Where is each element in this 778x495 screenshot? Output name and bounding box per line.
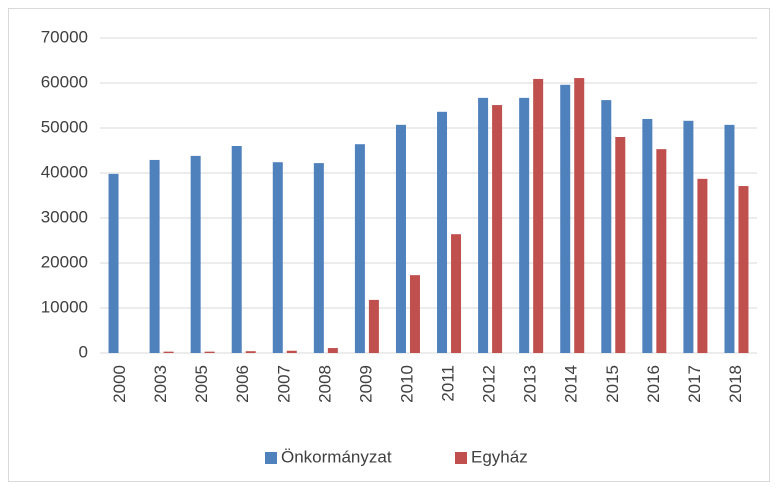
bar: [683, 120, 694, 353]
y-tick-label: 40000: [41, 162, 88, 181]
x-tick-label: 2003: [151, 365, 170, 403]
bar: [204, 351, 215, 353]
bar: [354, 144, 365, 353]
x-tick-label: 2006: [233, 365, 252, 403]
y-tick-label: 10000: [41, 297, 88, 316]
bar: [327, 348, 338, 353]
bar: [286, 350, 297, 353]
bar: [437, 111, 448, 353]
bar: [574, 78, 585, 354]
bar: [642, 119, 653, 353]
y-tick-label: 0: [79, 342, 88, 361]
bar: [656, 149, 667, 353]
x-tick-label: 2007: [274, 365, 293, 403]
legend-swatch: [265, 452, 277, 464]
legend-swatch: [455, 452, 467, 464]
bar: [395, 124, 406, 353]
x-tick-label: 2013: [521, 365, 540, 403]
y-tick-label: 70000: [41, 27, 88, 46]
x-tick-label: 2008: [315, 365, 334, 403]
bar: [149, 159, 160, 353]
bar: [313, 163, 324, 353]
bar: [738, 186, 749, 353]
bar: [615, 137, 626, 353]
x-tick-label: 2010: [397, 365, 416, 403]
bar: [245, 351, 256, 353]
x-tick-label: 2017: [685, 365, 704, 403]
bar: [368, 299, 379, 353]
bar: [724, 124, 735, 353]
x-tick-label: 2014: [562, 365, 581, 403]
x-tick-label: 2009: [356, 365, 375, 403]
x-tick-label: 2012: [480, 365, 499, 403]
bar: [108, 173, 119, 353]
x-tick-label: 2016: [644, 365, 663, 403]
legend-label: Önkormányzat: [281, 447, 392, 466]
y-tick-label: 30000: [41, 207, 88, 226]
y-tick-label: 20000: [41, 252, 88, 271]
bar: [533, 78, 544, 353]
bar: [519, 97, 530, 353]
bar: [560, 84, 571, 354]
x-tick-label: 2005: [192, 365, 211, 403]
x-tick-label: 2015: [603, 365, 622, 403]
x-tick-label: 2011: [439, 365, 458, 402]
legend-label: Egyház: [471, 447, 528, 466]
x-tick-label: 2018: [726, 365, 745, 403]
chart-border: [8, 8, 770, 482]
bar: [190, 155, 201, 353]
bar: [272, 162, 283, 353]
bar: [409, 275, 420, 353]
bar: [163, 351, 174, 353]
bar: [478, 97, 489, 353]
bar: [601, 100, 612, 353]
y-tick-label: 60000: [41, 72, 88, 91]
bar: [451, 234, 462, 353]
y-tick-label: 50000: [41, 117, 88, 136]
bar: [697, 178, 708, 353]
x-tick-label: 2000: [110, 365, 129, 403]
bar: [492, 105, 503, 353]
bar: [231, 146, 242, 353]
